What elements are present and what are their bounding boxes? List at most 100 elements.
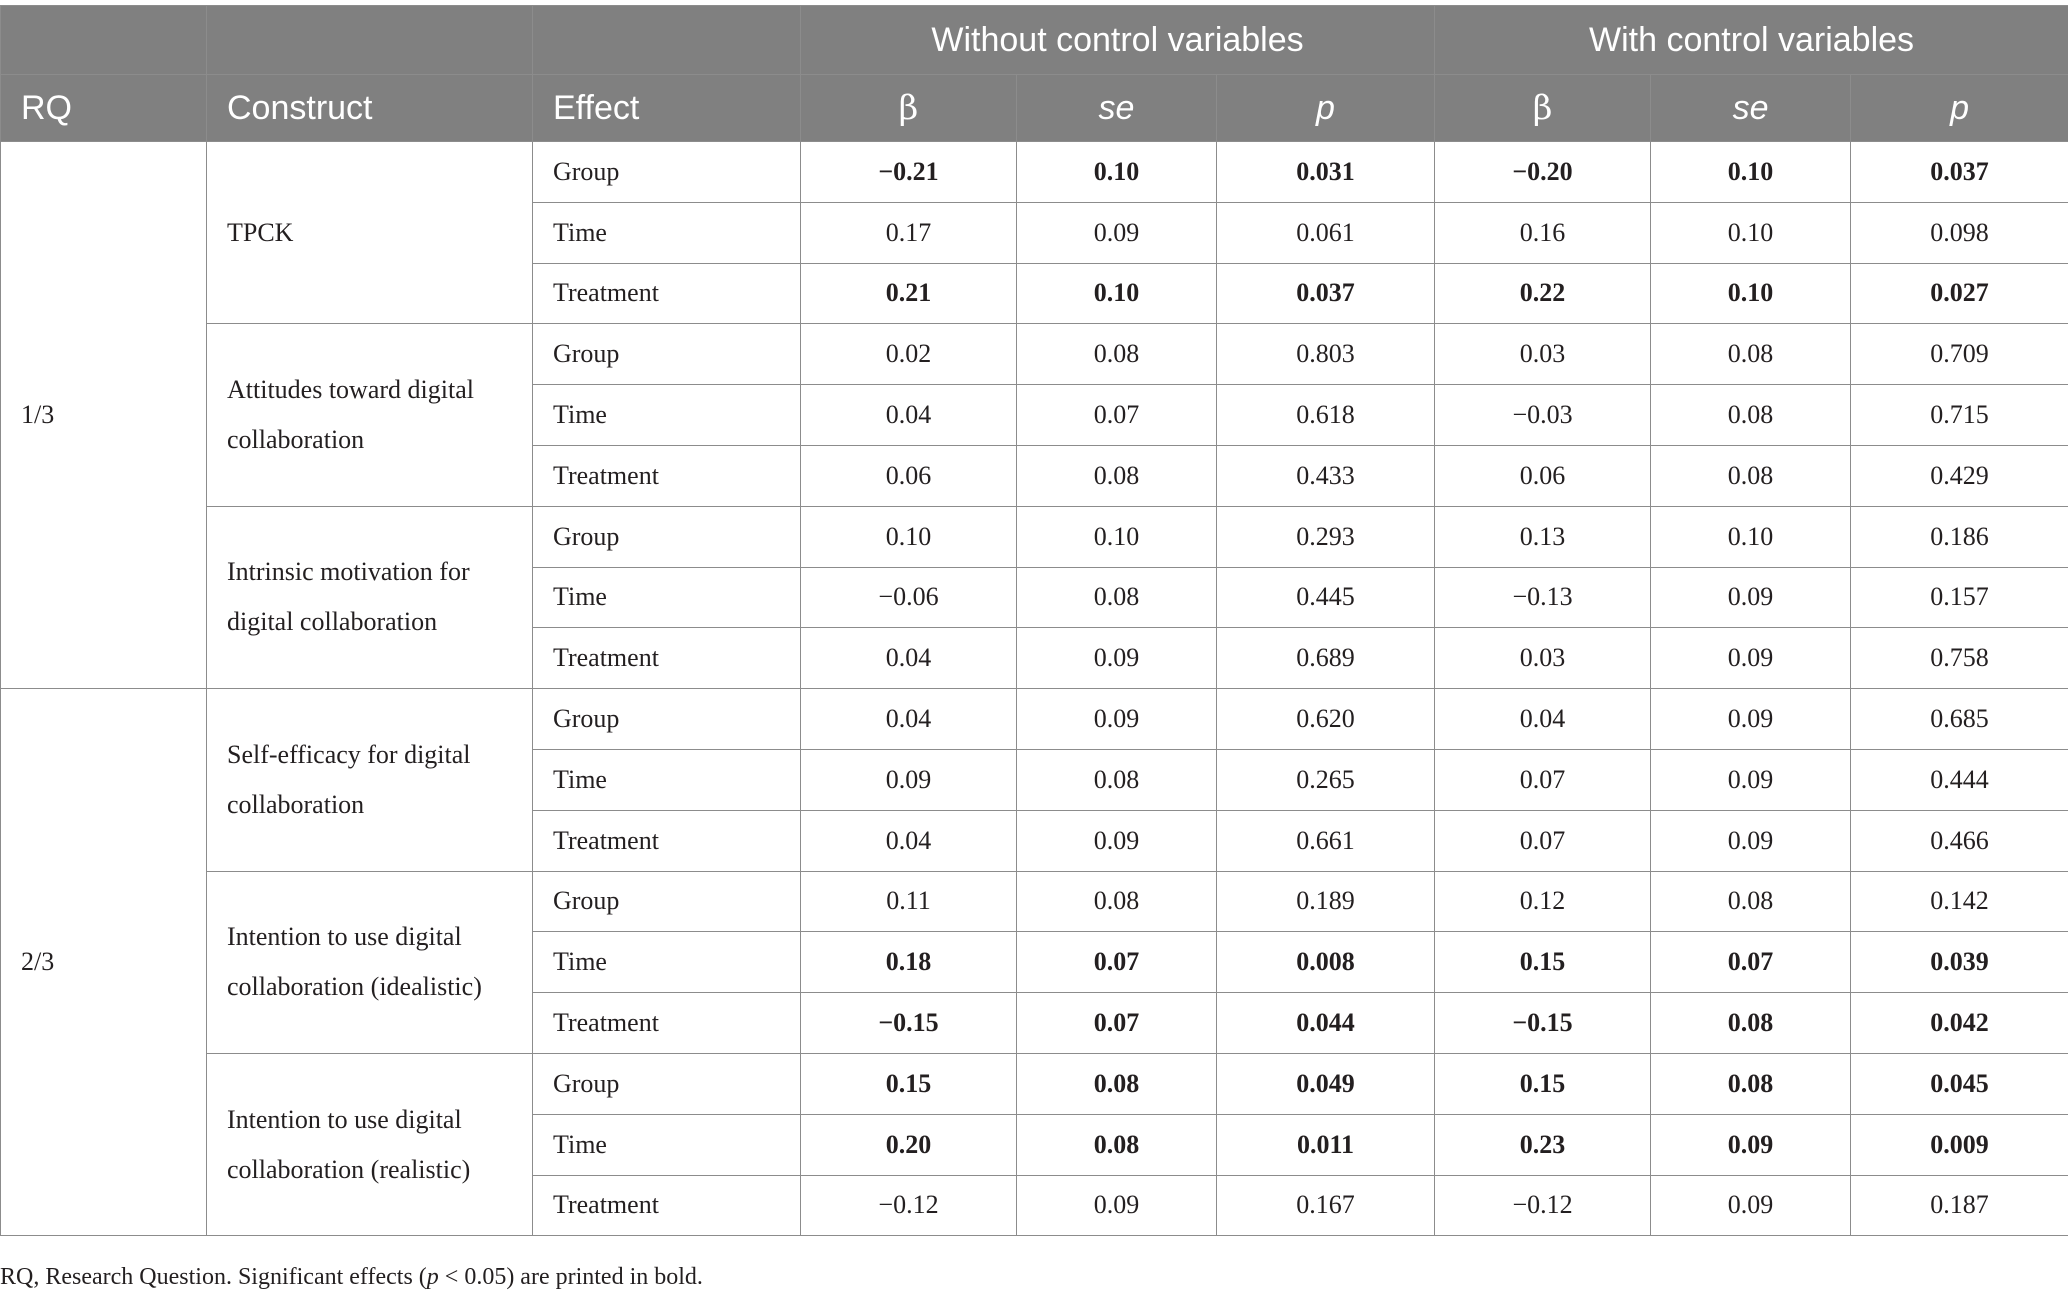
beta-cell: 0.04 <box>800 809 1017 872</box>
effect-cell: Treatment <box>532 444 801 507</box>
se-cell: 0.08 <box>1650 444 1852 507</box>
construct-cell: TPCK <box>206 140 533 325</box>
effect-cell: Time <box>532 1113 801 1176</box>
beta-cell: 0.04 <box>800 688 1017 750</box>
header-empty-cell <box>0 5 207 75</box>
p-cell: 0.187 <box>1850 1174 2068 1237</box>
beta-cell: 0.02 <box>800 323 1017 386</box>
effect-cell: Time <box>532 566 801 629</box>
footnote-text: RQ, Research Question. Significant effec… <box>0 1264 427 1290</box>
effect-cell: Group <box>532 688 801 750</box>
se-cell: 0.10 <box>1016 262 1217 325</box>
p-cell: 0.042 <box>1850 992 2068 1054</box>
p-cell: 0.044 <box>1215 992 1436 1054</box>
se-cell: 0.08 <box>1016 444 1217 507</box>
table-row: Treatment 0.21 0.10 0.037 0.22 0.10 0.027 <box>1 262 2068 325</box>
p-cell: 0.037 <box>1215 262 1436 325</box>
footnote-p-symbol: p <box>426 1264 439 1290</box>
p-cell: 0.466 <box>1850 809 2068 872</box>
effect-cell: Time <box>532 931 801 994</box>
table-row: 1/3 TPCK Group −0.21 0.10 0.031 −0.20 0.10 0.037 <box>0 140 2068 690</box>
beta-cell: 0.15 <box>800 1052 1017 1115</box>
construct-cell: Attitudes toward digital collaboration <box>206 323 533 507</box>
beta-cell: −0.15 <box>1434 992 1652 1054</box>
p-cell: 0.709 <box>1850 323 2068 386</box>
p-cell: 0.186 <box>1850 505 2068 568</box>
table-row: Intention to use digital collaboration (… <box>1 1052 2068 1237</box>
p-cell: 0.803 <box>1215 323 1436 386</box>
effect-cell: Time <box>532 201 801 264</box>
header-empty-cell <box>206 5 533 75</box>
construct-cell: Intention to use digital collaboration (… <box>206 870 533 1054</box>
table-row: Treatment −0.12 0.09 0.167 −0.12 0.09 0.187 <box>1 1174 2068 1237</box>
se-cell: 0.08 <box>1650 323 1852 386</box>
se-cell: 0.09 <box>1016 809 1217 872</box>
se-cell: 0.10 <box>1650 505 1852 568</box>
p-cell: 0.167 <box>1215 1174 1436 1237</box>
se-cell: 0.08 <box>1016 566 1217 629</box>
p-cell: 0.620 <box>1215 688 1436 750</box>
table-row: 2/3 Self-efficacy for digital collaborati… <box>0 688 2068 1237</box>
beta-cell: 0.12 <box>1434 870 1652 933</box>
se-cell: 0.08 <box>1016 1113 1217 1176</box>
table-footnote: RQ, Research Question. Significant effec… <box>0 1264 703 1291</box>
beta-cell: −0.06 <box>800 566 1017 629</box>
beta-cell: 0.13 <box>1434 505 1652 568</box>
construct-cell: Intention to use digital collaboration (… <box>206 1052 533 1237</box>
se-cell: 0.09 <box>1016 627 1217 690</box>
beta-cell: 0.22 <box>1434 262 1652 325</box>
p-cell: 0.758 <box>1850 627 2068 690</box>
table-row: Treatment 0.06 0.08 0.433 0.06 0.08 0.429 <box>1 444 2068 507</box>
effect-cell: Group <box>532 870 801 933</box>
p-cell: 0.618 <box>1215 384 1436 446</box>
effect-cell: Treatment <box>532 262 801 325</box>
beta-cell: 0.06 <box>800 444 1017 507</box>
header-beta: β <box>800 74 1017 142</box>
p-cell: 0.189 <box>1215 870 1436 933</box>
effect-cell: Group <box>532 323 801 386</box>
effect-cell: Time <box>532 384 801 446</box>
p-cell: 0.433 <box>1215 444 1436 507</box>
table-row: Intention to use digital collaboration (… <box>1 870 2068 1054</box>
se-cell: 0.09 <box>1016 688 1217 750</box>
se-cell: 0.08 <box>1016 748 1217 811</box>
table-row: Time 0.20 0.08 0.011 0.23 0.09 0.009 <box>1 1113 2068 1176</box>
effect-cell: Time <box>532 748 801 811</box>
table-row: Treatment −0.15 0.07 0.044 −0.15 0.08 0.042 <box>1 992 2068 1054</box>
se-cell: 0.08 <box>1650 870 1852 933</box>
table-row: Time 0.09 0.08 0.265 0.07 0.09 0.444 <box>1 748 2068 811</box>
se-cell: 0.08 <box>1650 384 1852 446</box>
se-cell: 0.09 <box>1650 1174 1852 1237</box>
se-cell: 0.09 <box>1650 566 1852 629</box>
se-cell: 0.08 <box>1016 323 1217 386</box>
effect-cell: Group <box>532 505 801 568</box>
p-cell: 0.685 <box>1850 688 2068 750</box>
p-cell: 0.661 <box>1215 809 1436 872</box>
beta-cell: −0.20 <box>1434 141 1652 203</box>
se-cell: 0.09 <box>1650 627 1852 690</box>
se-cell: 0.07 <box>1650 931 1852 994</box>
beta-cell: 0.10 <box>800 505 1017 568</box>
beta-cell: −0.12 <box>1434 1174 1652 1237</box>
se-cell: 0.07 <box>1016 992 1217 1054</box>
beta-cell: 0.21 <box>800 262 1017 325</box>
header-p: p <box>1850 74 2068 142</box>
beta-cell: −0.13 <box>1434 566 1652 629</box>
beta-cell: 0.15 <box>1434 931 1652 994</box>
p-cell: 0.008 <box>1215 931 1436 994</box>
p-cell: 0.037 <box>1850 141 2068 203</box>
p-cell: 0.142 <box>1850 870 2068 933</box>
table-row: Treatment 0.04 0.09 0.689 0.03 0.09 0.758 <box>1 627 2068 690</box>
header-empty-cell <box>532 5 801 75</box>
beta-cell: 0.17 <box>800 201 1017 264</box>
construct-cell: Self-efficacy for digital collaboration <box>206 688 533 872</box>
p-cell: 0.039 <box>1850 931 2068 994</box>
se-cell: 0.09 <box>1650 1113 1852 1176</box>
rq-cell: 1/3 <box>0 140 207 690</box>
header-se: se <box>1016 74 1217 142</box>
beta-cell: 0.04 <box>800 384 1017 446</box>
beta-cell: 0.16 <box>1434 201 1652 264</box>
beta-cell: 0.04 <box>800 627 1017 690</box>
rq-cell: 2/3 <box>0 688 207 1237</box>
beta-cell: 0.06 <box>1434 444 1652 507</box>
